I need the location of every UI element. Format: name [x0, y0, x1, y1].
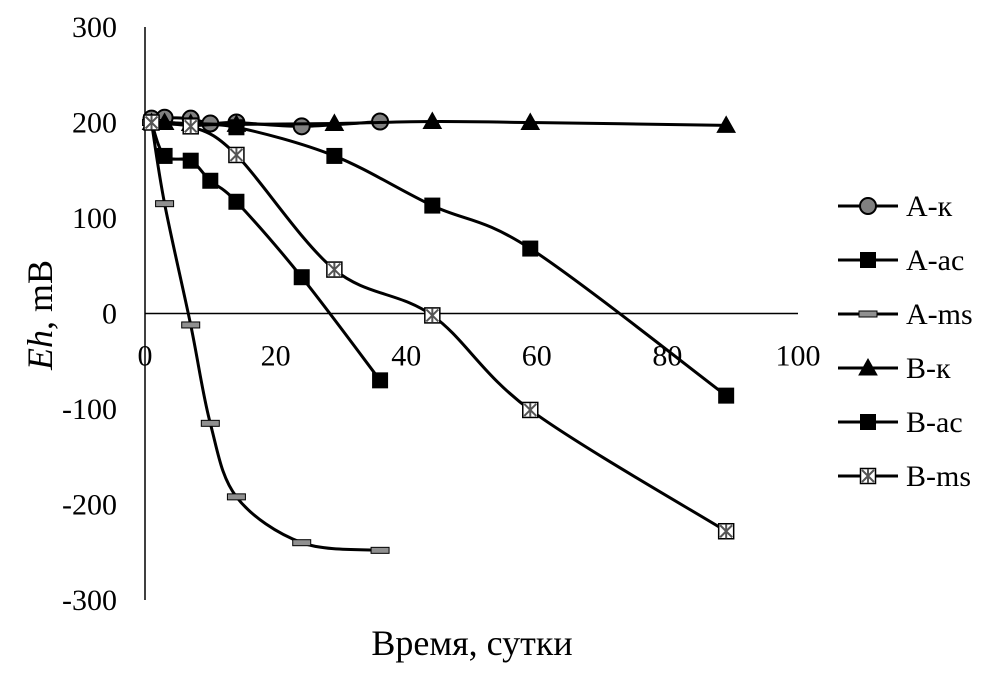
y-tick-label: 0 [102, 298, 117, 331]
legend-item: A-ms [838, 298, 973, 331]
legend-label: A-ms [906, 298, 973, 331]
data-point-square [326, 147, 343, 164]
data-point-dash [181, 321, 201, 329]
series-layer [141, 108, 737, 554]
data-point-star-cross [861, 469, 875, 483]
series-line [151, 121, 728, 397]
data-point-square [202, 172, 219, 189]
y-tick-label: -100 [62, 393, 117, 426]
legend-item: B-к [838, 352, 951, 385]
data-point-star-cross [144, 115, 159, 130]
data-point-triangle [716, 115, 737, 133]
data-point-circle [859, 197, 877, 215]
data-point-square [228, 119, 245, 136]
data-point-triangle [324, 113, 345, 131]
data-point-dash [226, 493, 246, 501]
data-point-dash [200, 419, 220, 427]
data-point-square [156, 147, 173, 164]
legend-label: B-ac [906, 406, 963, 439]
data-point-triangle [520, 112, 541, 130]
series-3 [142, 119, 390, 554]
legend-label: B-к [906, 352, 951, 385]
data-point-square [718, 387, 735, 404]
legend-label: B-ms [906, 460, 971, 493]
data-point-circle [292, 117, 311, 136]
axes: 300 200 100 0 -100 -200 -300 0 20 40 60 80 100 [62, 11, 821, 617]
data-point-square [372, 372, 389, 389]
data-point-dash [858, 310, 878, 318]
legend-item: B-ms [838, 460, 971, 493]
legend-item: B-ac [838, 406, 963, 439]
x-tick-label: 20 [261, 340, 291, 373]
legend: A-к A-ac A-ms B-к B-ac B-ms [838, 190, 973, 493]
y-tick-label: 100 [72, 202, 117, 235]
series-6 [143, 114, 735, 540]
data-point-star-cross [327, 262, 342, 277]
legend-item: A-к [838, 190, 953, 223]
x-tick-label: 40 [391, 340, 421, 373]
data-point-star-cross [229, 147, 244, 162]
y-axis-title-italic: Eh [20, 330, 60, 371]
legend-label: A-к [906, 190, 953, 223]
data-point-dash [370, 546, 390, 554]
x-tick-label: 0 [138, 340, 153, 373]
data-point-square [228, 193, 245, 210]
series-line [151, 121, 727, 533]
y-tick-label: 300 [72, 11, 117, 44]
x-axis-title: Время, сутки [371, 623, 572, 663]
y-axis-title: Eh, mB [20, 260, 60, 371]
data-point-triangle [422, 111, 443, 130]
data-point-triangle [858, 357, 878, 376]
data-point-star-cross [523, 402, 537, 417]
data-point-square [182, 152, 199, 169]
y-axis-title-unit: , mB [20, 260, 60, 330]
data-point-star-cross [719, 524, 733, 539]
data-point-star-cross [184, 119, 198, 134]
x-tick-label: 60 [522, 340, 552, 373]
data-point-star-cross [425, 308, 440, 323]
legend-label: A-ac [906, 244, 964, 277]
x-tick-label: 80 [652, 340, 682, 373]
y-tick-label: -300 [62, 584, 117, 617]
data-point-square [860, 252, 876, 268]
x-tick-label: 100 [776, 340, 821, 373]
data-point-dash [155, 200, 175, 208]
data-point-dash [292, 539, 312, 547]
y-tick-label: 200 [72, 107, 117, 140]
data-point-square [522, 240, 539, 257]
data-point-square [424, 197, 441, 214]
legend-item: A-ac [838, 244, 964, 277]
data-point-square [860, 414, 876, 430]
y-tick-label: -200 [62, 489, 117, 522]
data-point-square [293, 269, 310, 286]
